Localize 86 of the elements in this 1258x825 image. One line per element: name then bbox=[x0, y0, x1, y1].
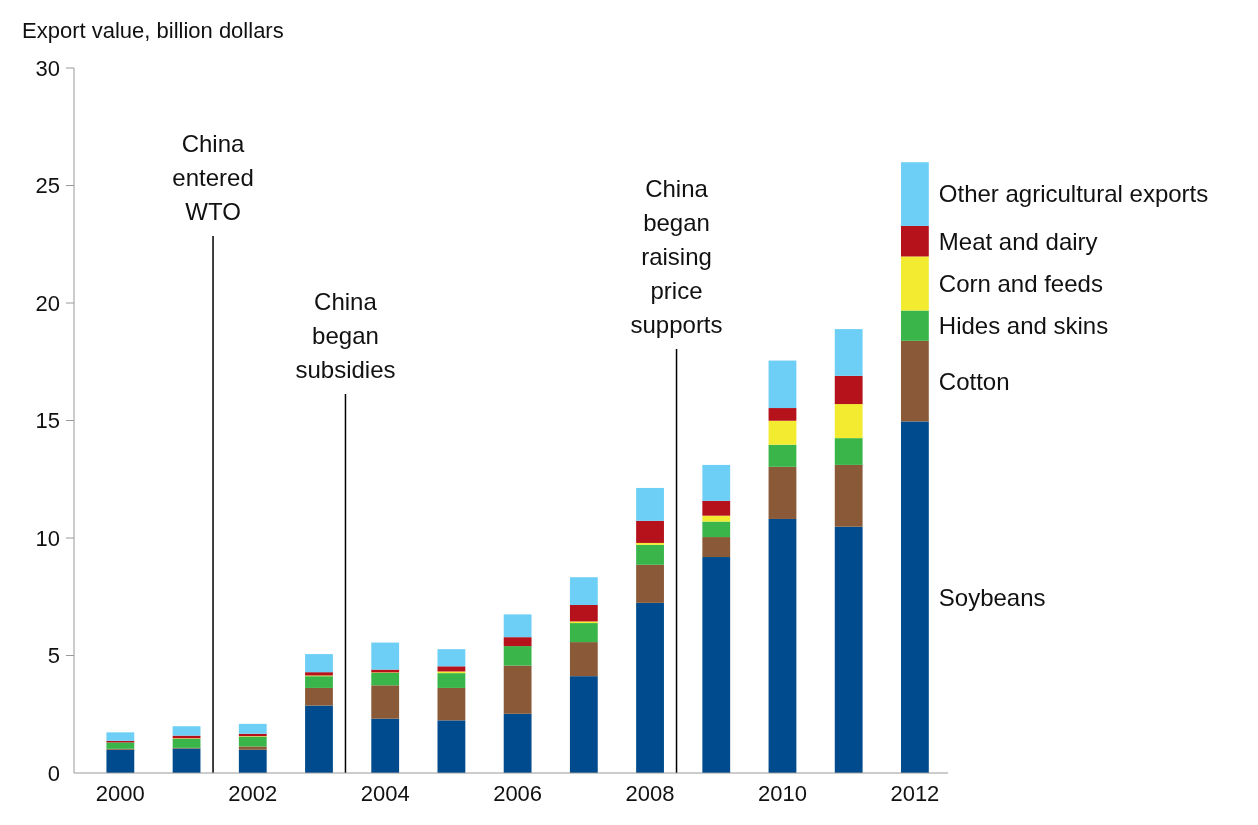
bar bbox=[768, 420, 797, 445]
bar bbox=[900, 340, 929, 422]
bar bbox=[437, 649, 466, 667]
series-label: Hides and skins bbox=[938, 312, 1109, 340]
bar bbox=[834, 438, 863, 465]
ref-line-label: China entered WTO bbox=[172, 130, 254, 226]
bar bbox=[503, 713, 532, 773]
series-label: Meat and dairy bbox=[938, 227, 1098, 255]
bar bbox=[636, 602, 664, 773]
x-tick-label: 2004 bbox=[360, 781, 410, 806]
y-tick-label: 30 bbox=[35, 55, 60, 81]
series-label: Corn and feeds bbox=[938, 269, 1103, 297]
bar bbox=[834, 329, 863, 376]
bar bbox=[900, 225, 929, 257]
y-axis-title: Export value, billion dollars bbox=[22, 18, 284, 43]
bar bbox=[636, 544, 664, 565]
bar bbox=[437, 687, 466, 721]
bar bbox=[900, 421, 929, 773]
x-tick-label: 2002 bbox=[228, 781, 278, 806]
bar bbox=[768, 466, 797, 519]
bar bbox=[569, 604, 598, 622]
bar bbox=[371, 642, 400, 670]
bar bbox=[238, 746, 267, 750]
bar bbox=[900, 162, 929, 226]
bar bbox=[768, 360, 797, 409]
bar bbox=[305, 705, 333, 773]
bar bbox=[305, 676, 333, 688]
y-tick-label: 15 bbox=[35, 408, 60, 434]
bar bbox=[702, 515, 731, 522]
series-label: Other agricultural exports bbox=[938, 180, 1209, 208]
y-tick-label: 5 bbox=[47, 643, 60, 669]
y-tick-label: 20 bbox=[35, 290, 60, 316]
bar bbox=[371, 718, 400, 773]
bar bbox=[569, 642, 598, 677]
bar bbox=[437, 666, 466, 672]
bar bbox=[371, 685, 400, 719]
bar bbox=[702, 537, 731, 558]
bar bbox=[503, 646, 532, 666]
bar bbox=[238, 749, 267, 773]
x-tick-label: 2008 bbox=[625, 781, 675, 806]
bar bbox=[900, 256, 929, 311]
bar bbox=[503, 614, 532, 638]
series-label: Soybeans bbox=[938, 583, 1046, 611]
bar bbox=[569, 676, 598, 773]
ref-line-label: China began subsidies bbox=[295, 288, 396, 384]
bar bbox=[106, 742, 135, 749]
ref-line-label: China began raising price supports bbox=[630, 175, 723, 339]
bar bbox=[636, 564, 664, 603]
x-tick-label: 2000 bbox=[95, 781, 145, 806]
bar bbox=[371, 672, 400, 686]
bar bbox=[437, 673, 466, 688]
bar bbox=[702, 521, 731, 538]
bar bbox=[768, 444, 797, 467]
y-tick-label: 10 bbox=[35, 525, 60, 551]
bar bbox=[702, 557, 731, 773]
bar bbox=[702, 500, 731, 516]
bar bbox=[636, 520, 664, 543]
bar bbox=[238, 723, 267, 734]
bar bbox=[569, 577, 598, 605]
x-tick-label: 2012 bbox=[890, 781, 940, 806]
bar bbox=[834, 526, 863, 773]
bar bbox=[172, 738, 201, 748]
bar bbox=[305, 654, 333, 673]
bar bbox=[106, 749, 135, 773]
y-tick-label: 25 bbox=[35, 173, 60, 199]
bar bbox=[768, 518, 797, 773]
bar bbox=[834, 464, 863, 527]
bar bbox=[503, 665, 532, 714]
bar bbox=[702, 464, 731, 501]
bar bbox=[238, 736, 267, 747]
x-tick-label: 2006 bbox=[493, 781, 543, 806]
bar bbox=[172, 726, 201, 736]
series-label: Cotton bbox=[938, 367, 1010, 395]
bar bbox=[437, 720, 466, 773]
bar bbox=[172, 748, 201, 773]
bar bbox=[834, 404, 863, 439]
bar bbox=[834, 375, 863, 405]
bar bbox=[636, 487, 664, 521]
bar bbox=[768, 408, 797, 421]
bar bbox=[569, 623, 598, 643]
bar bbox=[503, 637, 532, 647]
x-tick-label: 2010 bbox=[757, 781, 807, 806]
bar bbox=[305, 687, 333, 706]
bar bbox=[106, 732, 135, 741]
bar bbox=[900, 310, 929, 341]
y-tick-label: 0 bbox=[47, 760, 60, 786]
